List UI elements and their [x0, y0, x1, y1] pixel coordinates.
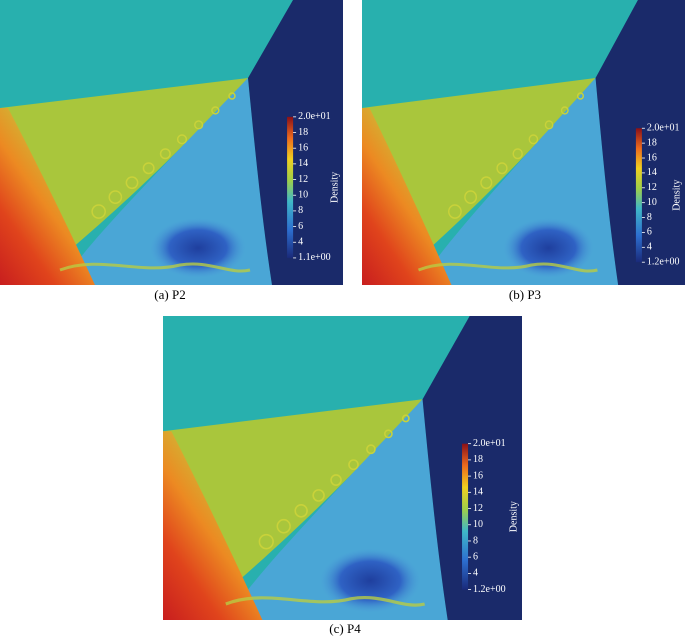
colorbar-label: 12 — [647, 182, 657, 193]
colorbar-label: 18 — [473, 454, 483, 465]
vortex — [366, 444, 376, 455]
vortex — [159, 148, 171, 160]
colorbar-label: 18 — [298, 127, 308, 138]
shock-front — [422, 316, 522, 620]
colorbar-label: 1.1e+00 — [298, 252, 331, 263]
colorbar-label: 4 — [298, 237, 303, 248]
vortex — [496, 162, 508, 175]
colorbar-label: 14 — [647, 167, 657, 178]
vortex — [401, 414, 410, 423]
low-density-blob — [319, 548, 421, 613]
colorbar-label: 8 — [647, 212, 652, 223]
low-density-blob — [503, 218, 594, 278]
simulation-panel: 2.0e+01 18 16 14 12 10 8 6 4 1.1e+00 Density — [0, 0, 343, 285]
vortex — [211, 106, 220, 115]
colorbar-label: 6 — [473, 551, 478, 562]
panel-caption: (a) P2 — [154, 287, 185, 302]
vortex — [464, 190, 478, 204]
low-density-blob — [150, 218, 246, 278]
colorbar-label: 16 — [298, 142, 308, 153]
colorbar: 2.0e+01 18 16 14 12 10 8 6 4 1.2e+00 Density — [462, 438, 519, 595]
vortex — [560, 106, 569, 115]
vortex — [294, 504, 308, 518]
shear-wisp — [225, 596, 426, 607]
panel-caption: (c) P4 — [329, 621, 361, 636]
density-field — [0, 0, 343, 285]
colorbar: 2.0e+01 18 16 14 12 10 8 6 4 1.1e+00 Density — [287, 111, 340, 263]
colorbar-title: Density — [508, 501, 519, 532]
colorbar-label: 10 — [473, 519, 483, 530]
vortex — [312, 489, 325, 502]
colorbar-label: 2.0e+01 — [473, 438, 506, 449]
density-field — [362, 0, 685, 285]
shock-front — [248, 0, 343, 285]
vortex — [108, 190, 123, 204]
simulation-panel: 2.0e+01 18 16 14 12 10 8 6 4 1.2e+00 Density — [362, 0, 685, 285]
colorbar-label: 6 — [298, 221, 303, 232]
colorbar-label: 1.2e+00 — [647, 256, 680, 267]
vortex — [176, 134, 188, 145]
vortex — [330, 474, 342, 486]
vortex — [480, 176, 493, 190]
vortex — [142, 162, 155, 175]
vortex — [544, 120, 554, 130]
vortex — [576, 92, 585, 100]
vortex — [91, 204, 106, 219]
colorbar-label: 10 — [298, 190, 308, 201]
colorbar-label: 12 — [298, 174, 308, 185]
vortex — [125, 176, 139, 190]
vortex — [448, 204, 462, 219]
colorbar-label: 4 — [647, 242, 652, 253]
vortex — [228, 92, 236, 100]
colorbar-label: 12 — [473, 503, 483, 514]
vortex — [194, 120, 204, 130]
hot-region — [163, 431, 263, 620]
colorbar: 2.0e+01 18 16 14 12 10 8 6 4 1.2e+00 Density — [635, 123, 682, 267]
colorbar-label: 14 — [298, 158, 308, 169]
colorbar-label: 1.2e+00 — [473, 584, 506, 595]
vortex — [276, 518, 291, 534]
shear-wisp — [59, 262, 251, 273]
colorbar-label: 4 — [473, 568, 478, 579]
colorbar-label: 16 — [647, 152, 657, 163]
colorbar-label: 14 — [473, 487, 483, 498]
colorbar-title: Density — [329, 172, 340, 203]
hot-region — [0, 108, 95, 285]
colorbar-label: 2.0e+01 — [298, 111, 331, 122]
colorbar-label: 6 — [647, 227, 652, 238]
density-field — [163, 316, 522, 620]
colorbar-label: 18 — [647, 137, 657, 148]
colorbar-gradient — [287, 116, 294, 258]
colorbar-label: 2.0e+01 — [647, 123, 680, 134]
colorbar-label: 8 — [298, 205, 303, 216]
vortex — [258, 533, 274, 550]
colorbar-label: 8 — [473, 535, 478, 546]
vortex — [512, 148, 523, 160]
vortex — [528, 134, 539, 145]
colorbar-gradient — [635, 128, 642, 263]
panel-caption: (b) P3 — [509, 287, 541, 302]
colorbar-title: Density — [671, 180, 682, 211]
colorbar-label: 16 — [473, 470, 483, 481]
colorbar-gradient — [462, 443, 469, 590]
shear-wisp — [418, 262, 598, 273]
vortex — [348, 459, 359, 471]
simulation-panel: 2.0e+01 18 16 14 12 10 8 6 4 1.2e+00 Density — [163, 316, 522, 620]
vortex — [383, 429, 393, 439]
colorbar-label: 10 — [647, 197, 657, 208]
hot-region — [362, 108, 452, 285]
